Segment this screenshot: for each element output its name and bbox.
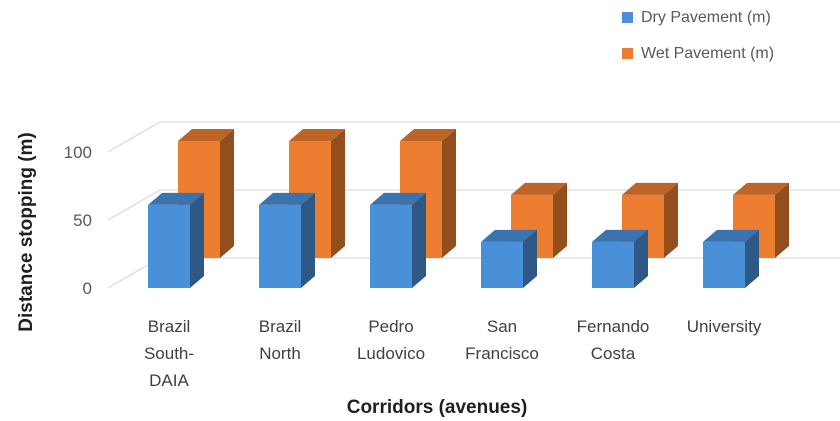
- category-label-3: San Francisco: [465, 317, 539, 363]
- legend-label-1: Wet Pavement (m): [641, 45, 774, 62]
- category-label-4: Fernando Costa: [577, 317, 650, 363]
- bar-wet-0: [178, 129, 234, 258]
- bar-dry-5: [703, 229, 759, 288]
- gridline-50: [107, 189, 840, 221]
- bars: [148, 129, 789, 288]
- y-tick-50: 50: [73, 211, 92, 230]
- category-label-5: University: [687, 317, 762, 336]
- bar-dry-3: [481, 229, 537, 288]
- y-axis-title: Distance stopping (m): [16, 132, 37, 332]
- gridline-100: [107, 121, 840, 153]
- y-tick-0: 0: [83, 279, 92, 298]
- category-label-1: Brazil North: [259, 317, 302, 363]
- category-label-0: Brazil South-DAIA: [144, 317, 194, 390]
- legend-swatch-1: [622, 48, 633, 59]
- bar-dry-1: [259, 192, 315, 288]
- y-tick-labels: 0 50 100: [64, 143, 92, 298]
- x-axis-title: Corridors (avenues): [347, 397, 528, 418]
- legend: Dry Pavement (m) Wet Pavement (m): [622, 9, 774, 62]
- y-tick-100: 100: [64, 143, 92, 162]
- legend-label-0: Dry Pavement (m): [641, 9, 771, 26]
- bar-dry-2: [370, 192, 426, 288]
- category-labels: Brazil South-DAIA Brazil North Pedro Ludovico…: [144, 317, 762, 390]
- bar-dry-4: [592, 229, 648, 288]
- legend-swatch-0: [622, 12, 633, 23]
- category-label-2: Pedro Ludovico: [357, 317, 425, 363]
- bar-dry-0: [148, 192, 204, 288]
